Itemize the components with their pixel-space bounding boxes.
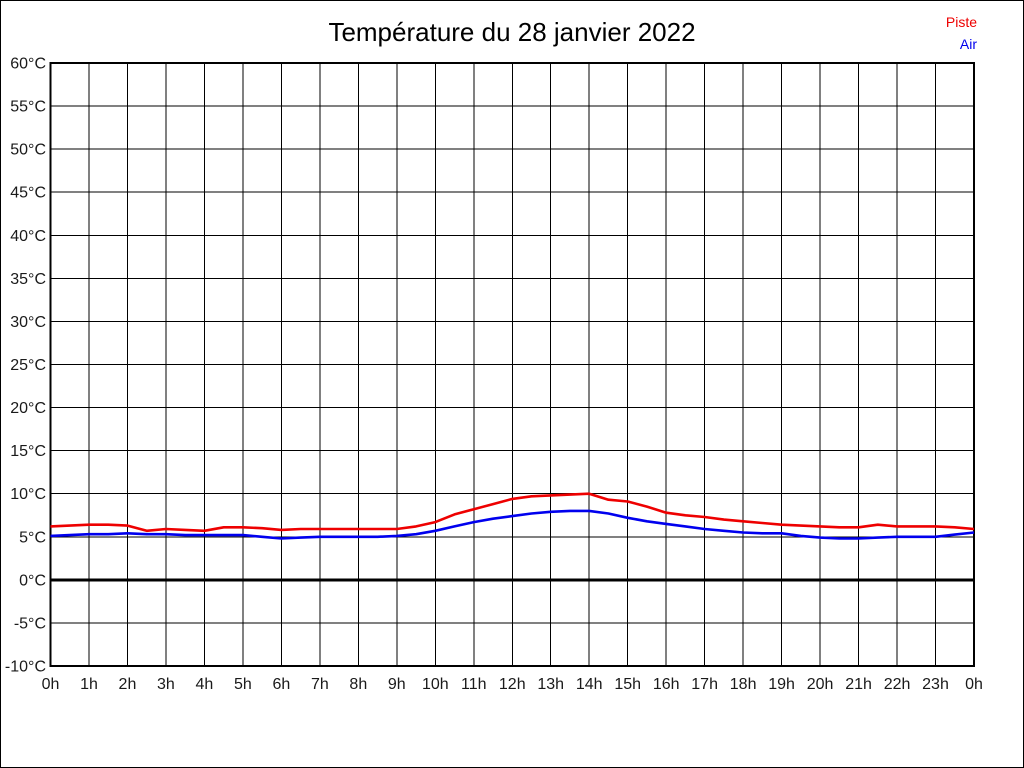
x-tick-label: 11h: [461, 676, 487, 693]
x-tick-label: 9h: [388, 676, 406, 693]
x-tick-label: 2h: [119, 676, 137, 693]
legend-item-piste: Piste: [945, 14, 977, 30]
x-tick-label: 22h: [884, 676, 911, 693]
y-tick-label: 30°C: [10, 314, 46, 331]
x-tick-label: 10h: [422, 676, 449, 693]
chart-legend: Piste Air: [946, 11, 977, 55]
x-tick-label: 17h: [691, 676, 718, 693]
x-tick-label: 16h: [653, 676, 680, 693]
x-tick-label: 1h: [80, 676, 98, 693]
y-axis-labels: -10°C -5°C 0°C 5°C 10°C 15°C 20°C 25°C 30°C 35°C 4…: [5, 56, 46, 676]
x-tick-label: 20h: [807, 676, 834, 693]
y-tick-label: 35°C: [10, 271, 46, 288]
x-tick-label: 15h: [614, 676, 641, 693]
x-tick-label: 5h: [234, 676, 252, 693]
plot-frame: [49, 62, 975, 667]
chart-title: Température du 28 janvier 2022: [328, 17, 696, 47]
x-tick-label: 0h: [965, 676, 983, 693]
y-tick-label: 25°C: [10, 357, 46, 374]
x-tick-label: 8h: [349, 676, 367, 693]
series-line-piste: [50, 492, 975, 533]
x-tick-label: 3h: [157, 676, 175, 693]
x-tick-label: 12h: [499, 676, 526, 693]
y-tick-label: 5°C: [19, 529, 46, 546]
y-tick-label: 50°C: [10, 142, 46, 159]
y-tick-label: 15°C: [10, 443, 46, 460]
x-axis-labels: 0h 1h 2h 3h 4h 5h 6h 7h 8h 9h 10h 11h 12h 13h 14h 15h 16…: [42, 676, 983, 693]
x-tick-label: 21h: [845, 676, 872, 693]
x-tick-label: 19h: [768, 676, 795, 693]
y-tick-label: 20°C: [10, 400, 46, 417]
x-tick-label: 14h: [576, 676, 603, 693]
y-tick-label: -10°C: [5, 659, 46, 676]
x-tick-label: 13h: [537, 676, 564, 693]
y-tick-label: 45°C: [10, 185, 46, 202]
x-tick-label: 0h: [42, 676, 60, 693]
chart-grid: [49, 62, 975, 667]
series-line-air: [50, 509, 975, 540]
y-tick-label: 55°C: [10, 99, 46, 116]
x-tick-label: 23h: [922, 676, 949, 693]
y-tick-label: 40°C: [10, 228, 46, 245]
y-tick-label: -5°C: [14, 615, 46, 632]
y-tick-label: 0°C: [19, 572, 46, 589]
legend-item-air: Air: [959, 36, 977, 52]
x-tick-label: 18h: [730, 676, 757, 693]
x-tick-label: 4h: [196, 676, 214, 693]
x-tick-label: 7h: [311, 676, 329, 693]
y-tick-label: 10°C: [10, 486, 46, 503]
y-tick-label: 60°C: [10, 56, 46, 73]
x-tick-label: 6h: [272, 676, 290, 693]
